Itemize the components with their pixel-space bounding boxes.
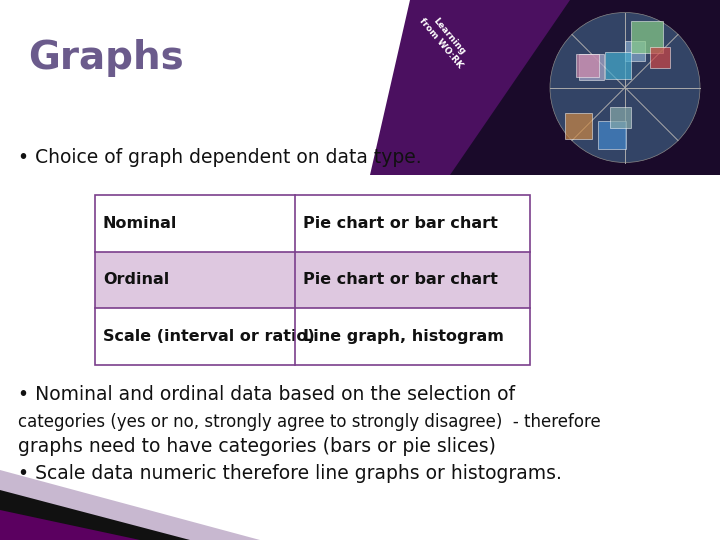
Bar (610, 107, 631, 128)
Text: Line graph, histogram: Line graph, histogram (303, 329, 504, 344)
Polygon shape (430, 0, 720, 175)
Bar (295, 308, 530, 365)
Polygon shape (370, 0, 570, 175)
Bar (575, 54, 599, 77)
Bar (565, 113, 592, 139)
Bar (579, 55, 604, 79)
Polygon shape (0, 510, 140, 540)
Polygon shape (0, 490, 190, 540)
Bar (605, 52, 631, 79)
Text: graphs need to have categories (bars or pie slices): graphs need to have categories (bars or … (18, 437, 496, 456)
Bar (95, 252, 295, 308)
Text: categories (yes or no, strongly agree to strongly disagree)  - therefore: categories (yes or no, strongly agree to… (18, 413, 600, 431)
Bar (95, 195, 530, 365)
Text: Graphs: Graphs (28, 39, 184, 77)
Bar (295, 252, 530, 308)
Text: Pie chart or bar chart: Pie chart or bar chart (303, 273, 498, 287)
Text: • Choice of graph dependent on data type.: • Choice of graph dependent on data type… (18, 148, 422, 167)
Text: Learning
from WO:RK: Learning from WO:RK (418, 10, 472, 70)
Text: Ordinal: Ordinal (103, 273, 169, 287)
Polygon shape (0, 470, 260, 540)
Text: Scale (interval or ratio): Scale (interval or ratio) (103, 329, 315, 344)
Bar (631, 22, 662, 53)
Text: • Nominal and ordinal data based on the selection of: • Nominal and ordinal data based on the … (18, 385, 515, 404)
Bar (95, 195, 295, 252)
Text: • Scale data numeric therefore line graphs or histograms.: • Scale data numeric therefore line grap… (18, 464, 562, 483)
Bar (598, 121, 626, 149)
Text: Nominal: Nominal (103, 216, 177, 231)
Bar (625, 41, 645, 62)
Bar (649, 47, 670, 68)
Bar (95, 308, 295, 365)
Circle shape (550, 12, 700, 163)
Bar (295, 195, 530, 252)
Text: Pie chart or bar chart: Pie chart or bar chart (303, 216, 498, 231)
